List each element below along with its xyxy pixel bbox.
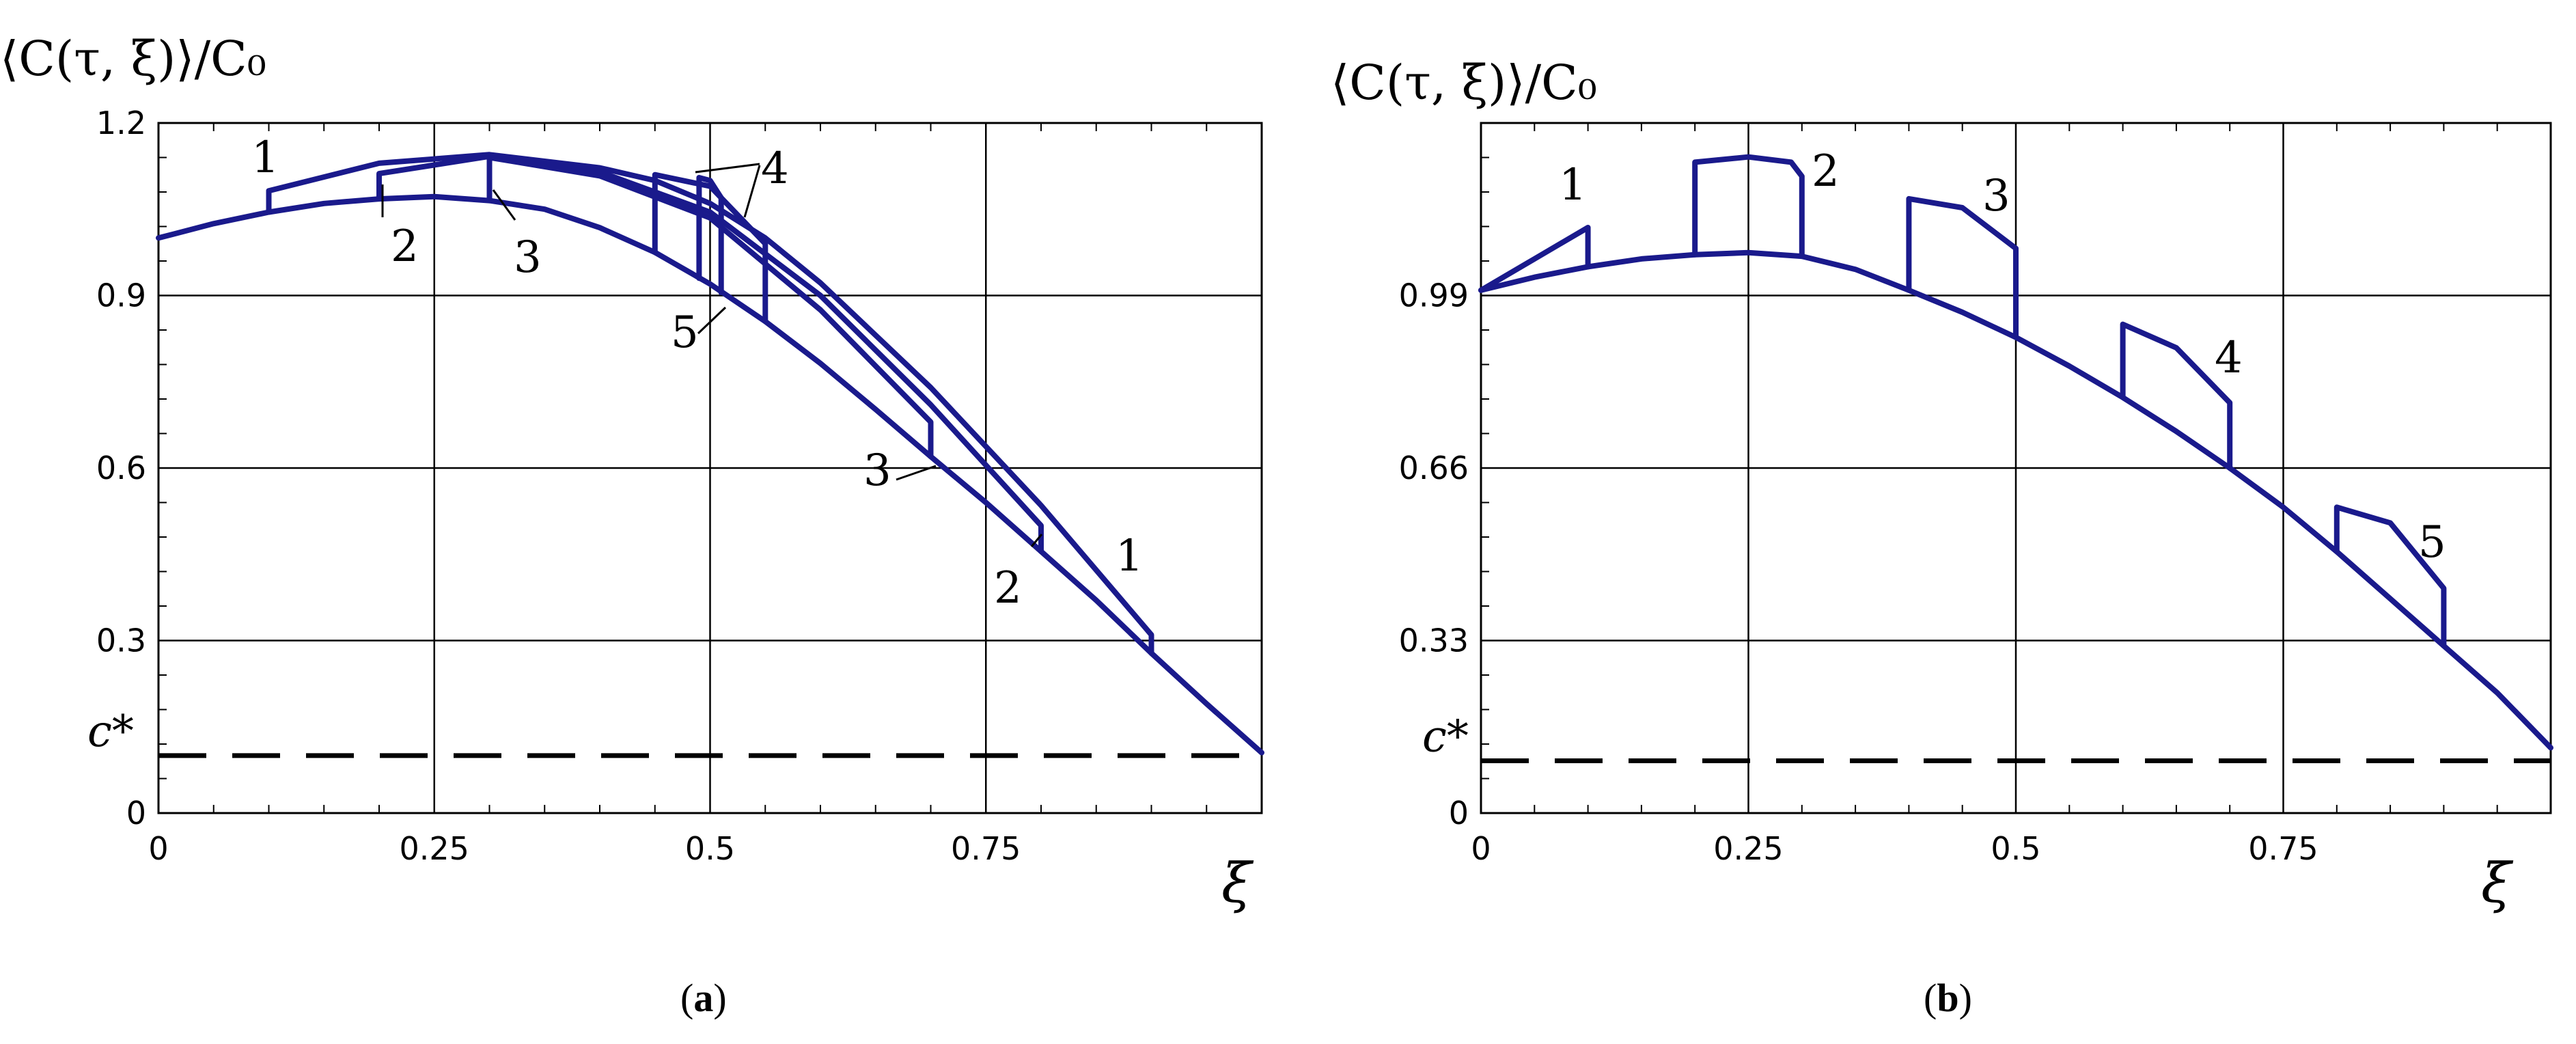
panel-a-curve-label: 3: [863, 445, 891, 496]
panel-a-curve-label: 4: [761, 143, 789, 194]
panel-a-curve-label: 1: [1116, 531, 1144, 581]
panel-b-title: ⟨C(τ, ξ)⟩/C₀: [1331, 55, 1597, 111]
panel-a-x-label: ξ: [1221, 851, 1254, 915]
panel-a-curve-label: 5: [671, 307, 699, 358]
panel-b-x-tick-label: 0.5: [1991, 830, 2040, 867]
panel-b-curve-label: 2: [1812, 146, 1840, 197]
panel-a-curve-label: 2: [994, 563, 1022, 614]
panel-a-leader-line: [697, 306, 727, 335]
panel-b: ⟨C(τ, ξ)⟩/C₀ 00.330.660.99 0 0.25 0.5 0.75 …: [1331, 55, 2553, 1020]
panel-b-x-tick-labels: 0 0.25 0.5 0.75: [1471, 830, 2318, 867]
panel-b-threshold-label: c*: [1422, 711, 1469, 762]
panel-b-caption: (b): [1924, 976, 1972, 1020]
panel-b-series-line: [2333, 504, 2447, 649]
panel-a-grid: [158, 123, 1262, 813]
panel-a-series-line: [486, 154, 934, 460]
panel-b-x-tick-label: 0.75: [2248, 830, 2318, 867]
panel-b-series-line: [1478, 225, 1591, 293]
panel-b-x-label: ξ: [2481, 851, 2514, 915]
panel-a-y-tick-labels: 0 0.3 0.6 0.9 1.2: [96, 105, 146, 832]
panel-b-y-tick-label: 0.99: [1399, 277, 1469, 314]
panel-a: ⟨C(τ, ξ)⟩/C₀ 00.30.60.91.2 0 0.25 0.5 0.75 …: [0, 31, 1264, 1020]
panel-a-x-tick-label: 0: [148, 830, 168, 867]
panel-a-series-line: [696, 175, 724, 296]
panel-b-curve-label: 1: [1559, 160, 1587, 210]
panel-b-plot-frame: [1480, 122, 2552, 814]
panel-a-series-line: [156, 193, 1264, 756]
panel-b-curve-label: 5: [2418, 517, 2446, 568]
panel-a-series-line: [376, 153, 1044, 554]
panel-a-y-tick-label: 0.9: [96, 277, 146, 314]
panel-a-x-tick-labels: 0 0.25 0.5 0.75: [148, 830, 1021, 867]
panel-b-series-line: [2120, 321, 2233, 471]
panel-b-curve-label: 3: [1982, 171, 2010, 221]
panel-a-curve-label: 2: [391, 221, 419, 272]
panel-a-caption: (a): [680, 976, 727, 1020]
panel-a-x-tick-label: 0.25: [400, 830, 469, 867]
panel-a-series-line: [266, 152, 1154, 656]
panel-a-plot-frame: [157, 122, 1263, 814]
panel-b-y-tick-label: 0.33: [1399, 622, 1469, 659]
panel-a-leader-line: [896, 465, 937, 481]
panel-a-title: ⟨C(τ, ξ)⟩/C₀: [0, 31, 266, 87]
panel-a-curve-label: 3: [514, 232, 542, 283]
panel-a-leader-line: [1030, 534, 1043, 547]
panel-a-x-tick-label: 0.75: [951, 830, 1021, 867]
panel-b-y-tick-label: 0: [1449, 795, 1469, 832]
panel-b-x-tick-label: 0: [1471, 830, 1491, 867]
panel-b-x-tick-label: 0.25: [1713, 830, 1783, 867]
panel-a-y-tick-label: 1.2: [96, 105, 146, 141]
panel-a-curve-label: 1: [251, 133, 279, 183]
panel-a-y-tick-label: 0.3: [96, 622, 146, 659]
panel-b-series: [1478, 154, 2553, 751]
panel-a-x-tick-label: 0.5: [685, 830, 735, 867]
panel-a-leader-line: [492, 189, 516, 221]
panel-a-y-tick-label: 0: [126, 795, 146, 832]
panel-b-series-line: [1906, 195, 2019, 340]
panel-a-threshold-label: c*: [87, 706, 134, 757]
panel-b-curve-label: 4: [2215, 333, 2243, 383]
panel-b-y-tick-labels: 0 0.33 0.66 0.99: [1399, 277, 1469, 832]
panel-a-leader-line: [743, 165, 761, 218]
panel-a-series-line: [652, 171, 768, 325]
panel-b-grid: [1481, 123, 2551, 813]
panel-a-y-tick-label: 0.6: [96, 450, 146, 486]
panel-b-series-line: [1692, 154, 1805, 260]
panel-b-y-tick-label: 0.66: [1399, 450, 1469, 486]
panel-a-minor-ticks: [158, 122, 1262, 814]
panel-a-leader-line: [695, 163, 760, 174]
panel-a-series: [156, 152, 1264, 756]
